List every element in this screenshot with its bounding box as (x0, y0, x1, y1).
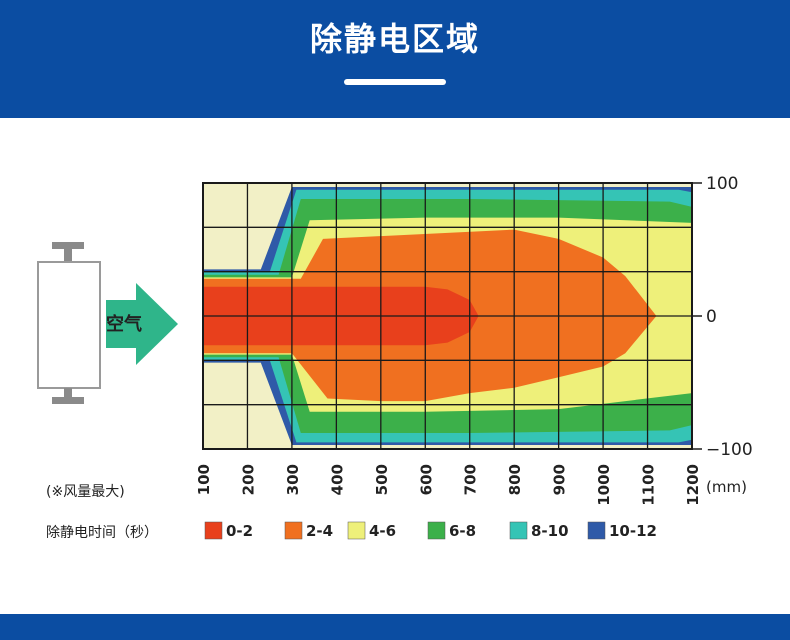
legend-label-0-2: 0-2 (226, 522, 253, 540)
device-top-stem (64, 249, 72, 263)
page-title: 除静电区域 (309, 20, 480, 58)
x-tick-label: 200 (240, 464, 258, 495)
x-unit-label: (mm) (706, 478, 747, 496)
airflow-note: (※风量最大) (46, 484, 125, 500)
arrow-label: 空气 (106, 313, 142, 335)
legend-swatch-8-10 (509, 521, 528, 540)
plot-grid (202, 182, 693, 450)
x-tick-label: 500 (373, 464, 391, 495)
airflow-arrow: 空气 (106, 283, 178, 365)
legend-label-10-12: 10-12 (609, 522, 657, 540)
legend-label-2-4: 2-4 (306, 522, 333, 540)
y-tick-label: −100 (706, 440, 753, 460)
x-tick-label: 1000 (595, 464, 613, 506)
legend-swatch-2-4 (284, 521, 303, 540)
device-bottom-bracket (52, 397, 84, 404)
legend-label-8-10: 8-10 (531, 522, 569, 540)
arrow-shape (106, 283, 178, 365)
y-axis: 100 0 −100 (692, 174, 753, 460)
y-tick-label: 100 (706, 174, 738, 194)
title-underline (344, 79, 446, 85)
x-tick-label: 800 (506, 464, 524, 495)
legend: 0-2 2-4 4-6 6-8 8-10 10-12 (204, 521, 657, 540)
legend-swatch-0-2 (204, 521, 223, 540)
x-tick-label: 100 (195, 464, 213, 495)
device-body (37, 261, 101, 389)
y-tick-label: 0 (706, 307, 717, 327)
x-axis: 100 200 300 400 500 600 700 800 900 1000 1100 1200 (195, 464, 702, 506)
ionizer-device-illustration (37, 242, 101, 404)
device-bottom-stem (64, 388, 72, 398)
x-tick-label: 600 (417, 464, 435, 495)
x-tick-label: 1100 (640, 464, 658, 506)
legend-swatch-6-8 (427, 521, 446, 540)
static-elimination-chart: 空气 1000−100 100 200 300 400 500 600 700 800 900 1… (37, 174, 753, 541)
x-tick-label: 1200 (684, 464, 702, 506)
legend-swatch-4-6 (347, 521, 366, 540)
x-tick-label: 400 (328, 464, 346, 495)
legend-swatch-10-12 (587, 521, 606, 540)
header-banner: 除静电区域 (0, 0, 790, 118)
x-tick-label: 700 (462, 464, 480, 495)
footer-banner (0, 614, 790, 640)
x-tick-label: 900 (551, 464, 569, 495)
device-top-bracket (52, 242, 84, 249)
legend-label-6-8: 6-8 (449, 522, 476, 540)
x-tick-label: 300 (284, 464, 302, 495)
legend-label-4-6: 4-6 (369, 522, 396, 540)
legend-title: 除静电时间（秒） (46, 525, 158, 541)
